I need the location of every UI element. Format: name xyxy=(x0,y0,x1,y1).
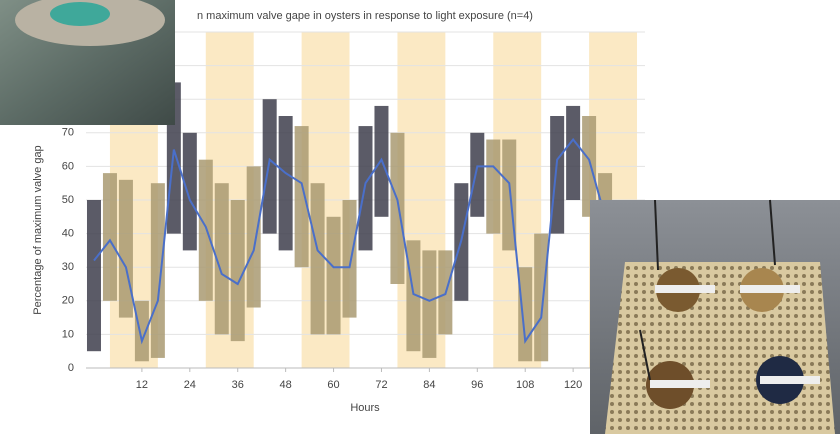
y-tick-label: 60 xyxy=(62,160,74,172)
range-bar xyxy=(182,132,197,251)
perforated-tray xyxy=(605,262,835,434)
range-bar xyxy=(534,233,549,362)
x-tick-label: 96 xyxy=(471,379,483,391)
range-bar xyxy=(246,166,261,308)
x-tick-label: 24 xyxy=(184,379,196,391)
range-bar xyxy=(86,200,101,352)
y-tick-label: 40 xyxy=(62,228,74,240)
oyster-interior xyxy=(50,2,110,26)
range-bar xyxy=(518,267,533,362)
range-bar xyxy=(118,179,133,318)
x-tick-label: 84 xyxy=(423,379,435,391)
range-bar xyxy=(278,116,293,251)
x-tick-label: 48 xyxy=(280,379,292,391)
y-tick-label: 70 xyxy=(62,127,74,139)
range-bar xyxy=(262,99,277,234)
range-bar xyxy=(326,216,341,335)
y-tick-label: 0 xyxy=(68,362,74,374)
photo-left xyxy=(0,0,175,125)
range-bar xyxy=(294,126,309,268)
mean-line xyxy=(93,137,607,345)
y-tick-label: 50 xyxy=(62,194,74,206)
range-bar xyxy=(422,250,437,358)
y-tick-label: 30 xyxy=(62,261,74,273)
y-tick-label: 20 xyxy=(62,295,74,307)
range-bar xyxy=(582,116,597,217)
range-bar xyxy=(214,183,229,335)
x-tick-label: 60 xyxy=(327,379,339,391)
x-tick-label: 72 xyxy=(375,379,387,391)
x-tick-label: 120 xyxy=(564,379,582,391)
clamp xyxy=(760,376,820,384)
range-bar xyxy=(150,183,165,358)
range-bar xyxy=(102,173,117,301)
plot-area: 0102030405060708090100122436486072849610… xyxy=(56,26,645,391)
x-tick-label: 36 xyxy=(232,379,244,391)
clamp xyxy=(650,380,710,388)
clamp xyxy=(655,285,715,293)
range-bar xyxy=(566,105,581,200)
range-bar xyxy=(470,132,485,217)
range-bar xyxy=(486,139,501,234)
range-bar xyxy=(230,200,245,342)
x-tick-label: 12 xyxy=(136,379,148,391)
range-bar xyxy=(198,159,213,301)
x-tick-label: 108 xyxy=(516,379,534,391)
range-bar xyxy=(134,300,149,362)
y-axis-label: Percentage of maximum valve gap xyxy=(32,145,44,314)
photo-right xyxy=(590,199,840,434)
clamp xyxy=(740,285,800,293)
range-bar xyxy=(342,200,357,318)
y-tick-label: 10 xyxy=(62,328,74,340)
x-axis-label: Hours xyxy=(350,402,380,414)
cable xyxy=(639,199,776,381)
range-bar xyxy=(310,183,325,335)
chart-title: n maximum valve gape in oysters in respo… xyxy=(197,10,533,22)
range-bar xyxy=(390,132,405,284)
